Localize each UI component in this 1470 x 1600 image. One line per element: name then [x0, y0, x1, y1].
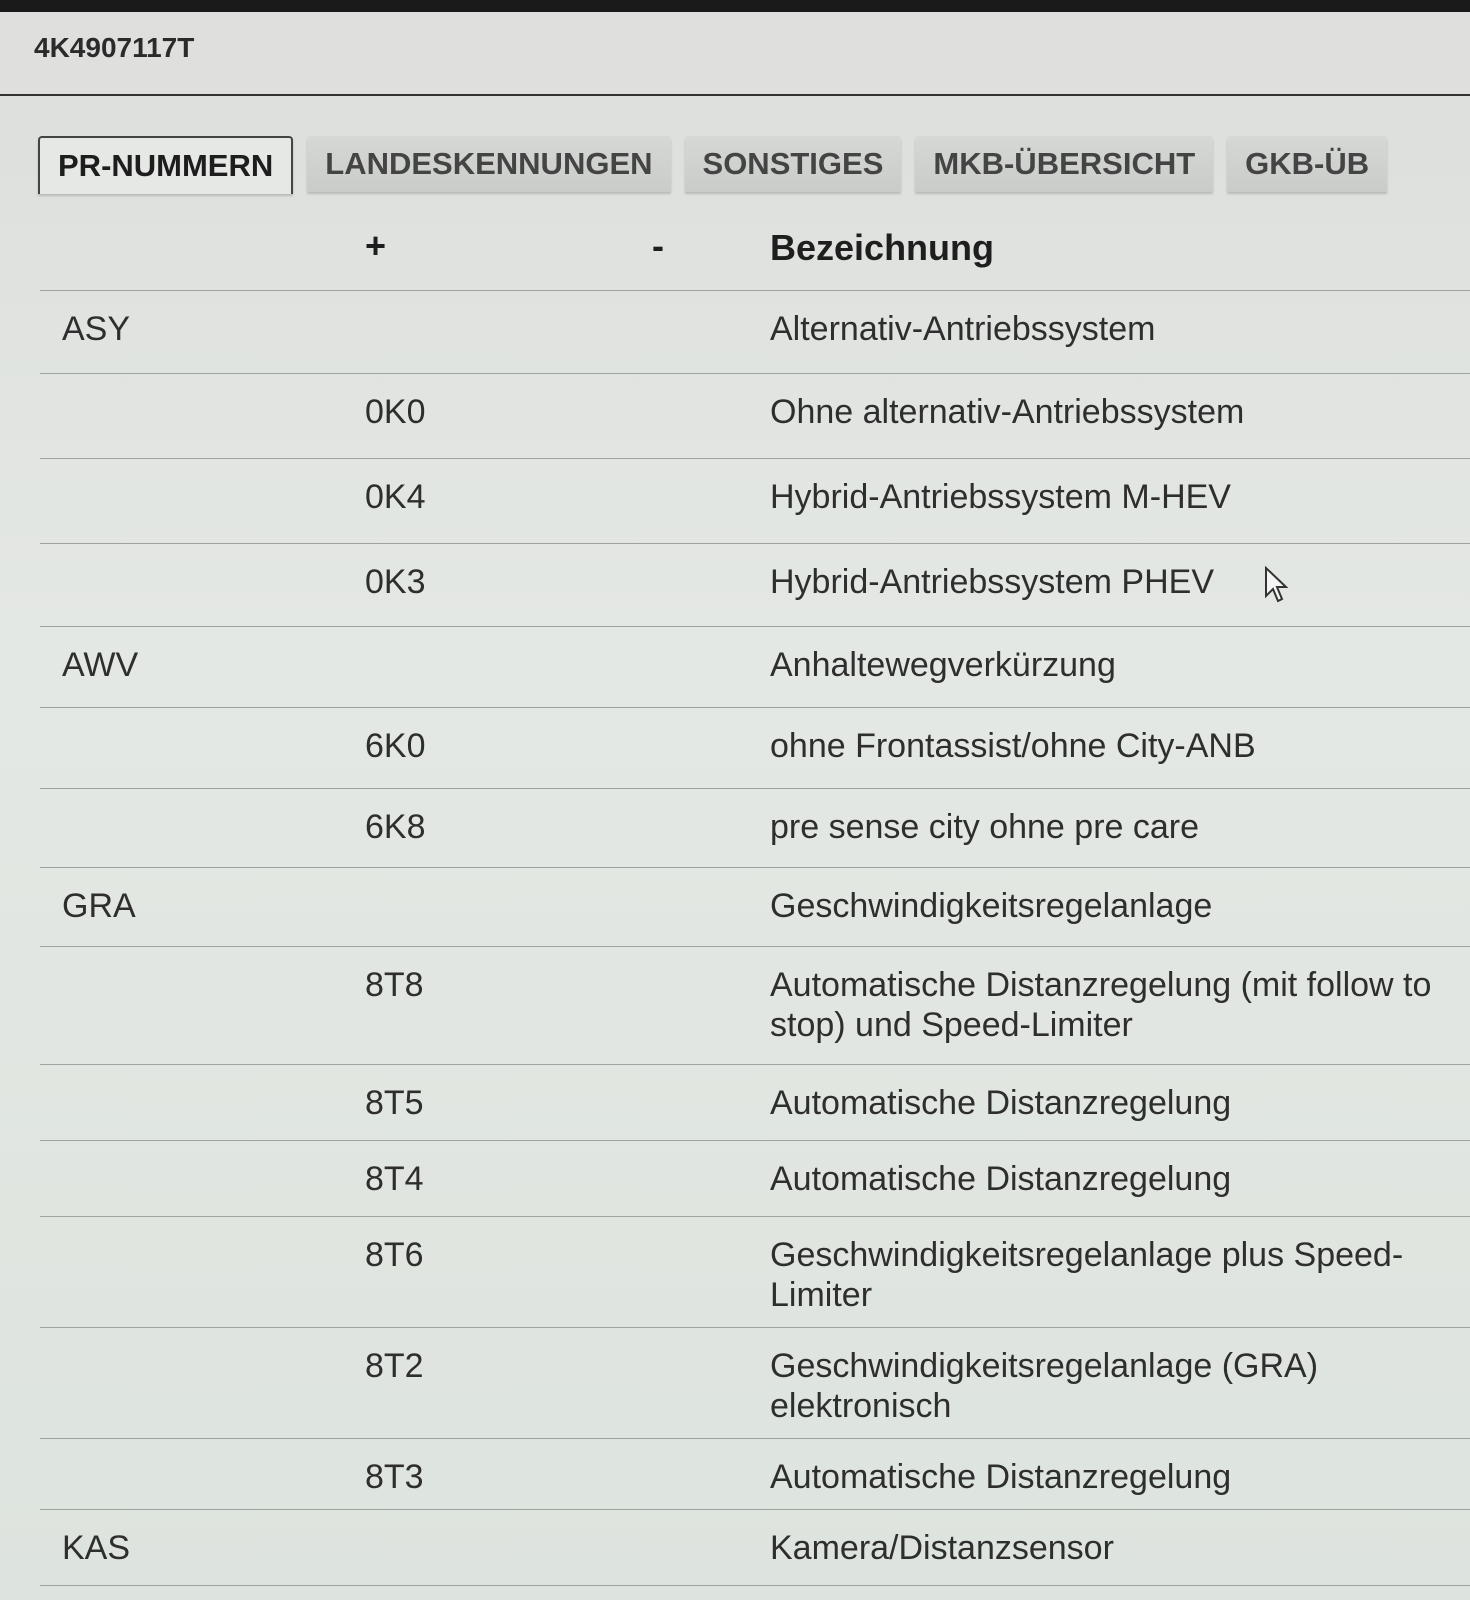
- plus-code-cell: 8T2: [365, 1347, 424, 1385]
- tab-pr-nummern[interactable]: PR-NUMMERN: [38, 136, 294, 194]
- plus-code-cell: 8T3: [365, 1458, 424, 1496]
- tab-sonstiges[interactable]: SONSTIGES: [684, 136, 902, 192]
- plus-code-cell: 8T8: [365, 966, 424, 1004]
- table-row[interactable]: KAS Kamera/Distanzsensor: [40, 1510, 1470, 1586]
- description-cell: Automatische Distanzregelung: [770, 1458, 1232, 1496]
- group-cell: GRA: [62, 887, 136, 925]
- mouse-cursor-icon: [1264, 565, 1289, 609]
- table-row[interactable]: ASY Alternativ-Antriebssystem: [40, 291, 1470, 374]
- description-cell: Geschwindigkeitsregelanlage (GRA) elektr…: [770, 1347, 1319, 1425]
- table-row[interactable]: 6K0 ohne Frontassist/ohne City-ANB: [40, 708, 1470, 789]
- plus-code-cell: 0K0: [365, 393, 426, 431]
- plus-code-cell: 6K0: [365, 727, 426, 765]
- description-cell: Automatische Distanzregelung (mit follow…: [770, 966, 1432, 1044]
- table-row[interactable]: 0K3 Hybrid-Antriebssystem PHEV: [40, 544, 1470, 627]
- plus-code-cell: 0K4: [365, 478, 426, 516]
- plus-code-cell: 0K3: [365, 563, 426, 601]
- description-cell: Anhaltewegverkürzung: [770, 646, 1116, 684]
- tab-bar: PR-NUMMERN LANDESKENNUNGEN SONSTIGES MKB…: [38, 136, 1388, 194]
- tab-gkb-uebersicht[interactable]: GKB-ÜB: [1227, 136, 1388, 192]
- tab-mkb-uebersicht[interactable]: MKB-ÜBERSICHT: [915, 136, 1214, 192]
- column-header-minus: -: [652, 225, 664, 266]
- table-row[interactable]: 8T3 Automatische Distanzregelung: [40, 1439, 1470, 1510]
- plus-code-cell: 8T5: [365, 1084, 424, 1122]
- description-cell: Hybrid-Antriebssystem M-HEV: [770, 478, 1231, 516]
- column-header-description: Bezeichnung: [770, 227, 995, 268]
- description-cell: Automatische Distanzregelung: [770, 1084, 1232, 1122]
- title-bar: 4K4907117T: [0, 12, 1470, 96]
- description-cell: Automatische Distanzregelung: [770, 1160, 1232, 1198]
- column-header-plus: +: [365, 225, 387, 266]
- table-row[interactable]: GRA Geschwindigkeitsregelanlage: [40, 868, 1470, 947]
- table-row[interactable]: 8T4 Automatische Distanzregelung: [40, 1141, 1470, 1217]
- description-cell: Geschwindigkeitsregelanlage plus Speed-L…: [770, 1236, 1404, 1314]
- group-cell: ASY: [62, 310, 131, 348]
- part-number: 4K4907117T: [34, 32, 195, 63]
- table-row[interactable]: 0K0 Ohne alternativ-Antriebssystem: [40, 374, 1470, 459]
- description-cell: Ohne alternativ-Antriebssystem: [770, 393, 1245, 431]
- description-cell: Alternativ-Antriebssystem: [770, 310, 1156, 348]
- table-row[interactable]: 6K8 pre sense city ohne pre care: [40, 789, 1470, 868]
- description-cell: pre sense city ohne pre care: [770, 808, 1200, 846]
- group-cell: AWV: [62, 646, 139, 684]
- screen: 4K4907117T PR-NUMMERN LANDESKENNUNGEN SO…: [0, 12, 1470, 1600]
- description-cell: Hybrid-Antriebssystem PHEV: [770, 563, 1215, 601]
- plus-code-cell: 8T4: [365, 1160, 424, 1198]
- plus-code-cell: 8T6: [365, 1236, 424, 1274]
- plus-code-cell: 6K8: [365, 808, 426, 846]
- group-cell: KAS: [62, 1529, 131, 1567]
- pr-number-table: + - Bezeichnung ASY Alternativ-Antriebssy…: [40, 212, 1470, 1586]
- table-row[interactable]: 8T5 Automatische Distanzregelung: [40, 1065, 1470, 1141]
- table-row[interactable]: 8T2 Geschwindigkeitsregelanlage (GRA) ele…: [40, 1328, 1470, 1439]
- description-cell: Geschwindigkeitsregelanlage: [770, 887, 1213, 925]
- table-header: + - Bezeichnung: [40, 212, 1470, 291]
- table-row[interactable]: 0K4 Hybrid-Antriebssystem M-HEV: [40, 459, 1470, 544]
- description-cell: Kamera/Distanzsensor: [770, 1529, 1114, 1567]
- table-row[interactable]: AWV Anhaltewegverkürzung: [40, 627, 1470, 708]
- table-row[interactable]: 8T8 Automatische Distanzregelung (mit fol…: [40, 947, 1470, 1065]
- description-cell: ohne Frontassist/ohne City-ANB: [770, 727, 1256, 765]
- table-row[interactable]: 8T6 Geschwindigkeitsregelanlage plus Spee…: [40, 1217, 1470, 1328]
- tab-landeskennungen[interactable]: LANDESKENNUNGEN: [307, 136, 671, 192]
